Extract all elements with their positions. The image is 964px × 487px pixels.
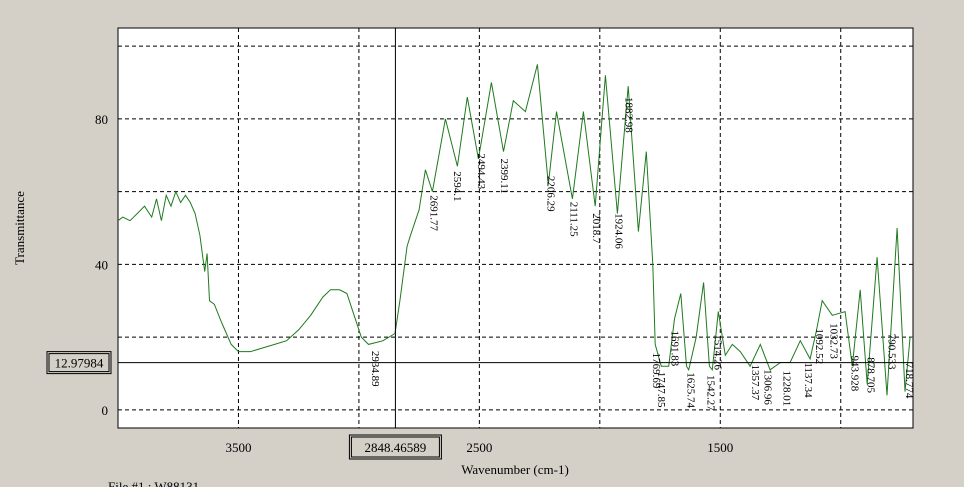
peak-label: 1924.06: [613, 213, 625, 249]
peak-label: 1514.26: [711, 334, 723, 370]
y-axis-label: Transmittance: [12, 191, 27, 265]
peak-label: 943.928: [849, 356, 861, 392]
x-tick-label: 2500: [466, 440, 492, 455]
cursor-x-box: [348, 434, 442, 460]
cursor-y-value: 12.97984: [55, 356, 104, 371]
peak-label: 2111.25: [567, 202, 579, 237]
peak-label: 2399.11: [498, 159, 510, 194]
peak-label: 1092.52: [813, 328, 825, 364]
peak-label: 790.533: [886, 334, 898, 370]
x-axis-label: Wavenumber (cm-1): [461, 462, 569, 477]
y-tick-label: 80: [95, 112, 108, 127]
peak-label: 2206.29: [545, 176, 557, 212]
x-tick-label: 1500: [707, 440, 733, 455]
peak-label: 1691.83: [669, 331, 681, 367]
peak-label: 2594.1: [451, 171, 463, 201]
peak-label: 1747.85: [655, 372, 667, 408]
spectrum-line: [117, 64, 913, 396]
y-tick-label: 40: [95, 257, 108, 272]
cursor-x-value: 2848.46589: [365, 440, 427, 455]
cursor-y-box: [46, 351, 112, 375]
peak-label: 1306.96: [761, 369, 773, 405]
peak-label: 1137.34: [802, 362, 814, 398]
cursor-y-box-inner: [48, 353, 110, 373]
cursor-x-box-inner: [350, 436, 440, 458]
peak-label: 2934.89: [369, 351, 381, 387]
peak-label: 878.705: [864, 357, 876, 393]
peak-label: 2691.77: [428, 195, 440, 231]
file-label: File #1 : W88131: [108, 479, 199, 487]
plot-area: [117, 27, 914, 429]
x-tick-label: 3500: [225, 440, 251, 455]
peak-label: 1357.37: [749, 365, 761, 401]
peak-label: 1625.74: [684, 372, 696, 408]
peak-label: 718.774: [903, 363, 915, 399]
peak-label: 1032.73: [827, 323, 839, 359]
peak-label: 1769.69: [650, 353, 662, 389]
peak-label: 2018.7: [590, 213, 602, 244]
peak-label: 1882.98: [622, 97, 634, 133]
peak-label: 2494.43: [475, 153, 487, 189]
peak-label: 1228.01: [780, 371, 792, 407]
peak-label: 1542.27: [705, 375, 717, 411]
y-tick-label: 0: [102, 403, 109, 418]
